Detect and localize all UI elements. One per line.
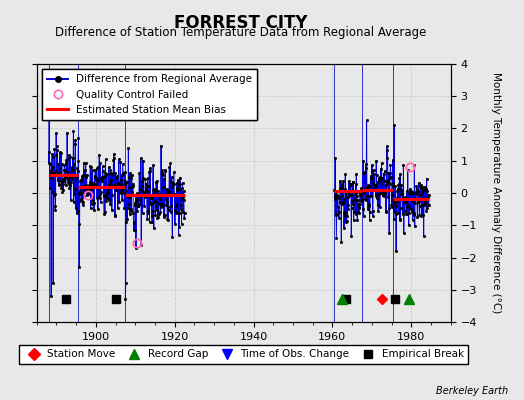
Text: Berkeley Earth: Berkeley Earth [436, 386, 508, 396]
Legend: Station Move, Record Gap, Time of Obs. Change, Empirical Break: Station Move, Record Gap, Time of Obs. C… [19, 345, 468, 364]
Y-axis label: Monthly Temperature Anomaly Difference (°C): Monthly Temperature Anomaly Difference (… [491, 72, 501, 314]
Text: FORREST CITY: FORREST CITY [174, 14, 308, 32]
Text: Difference of Station Temperature Data from Regional Average: Difference of Station Temperature Data f… [56, 26, 427, 39]
Legend: Difference from Regional Average, Quality Control Failed, Estimated Station Mean: Difference from Regional Average, Qualit… [42, 69, 257, 120]
